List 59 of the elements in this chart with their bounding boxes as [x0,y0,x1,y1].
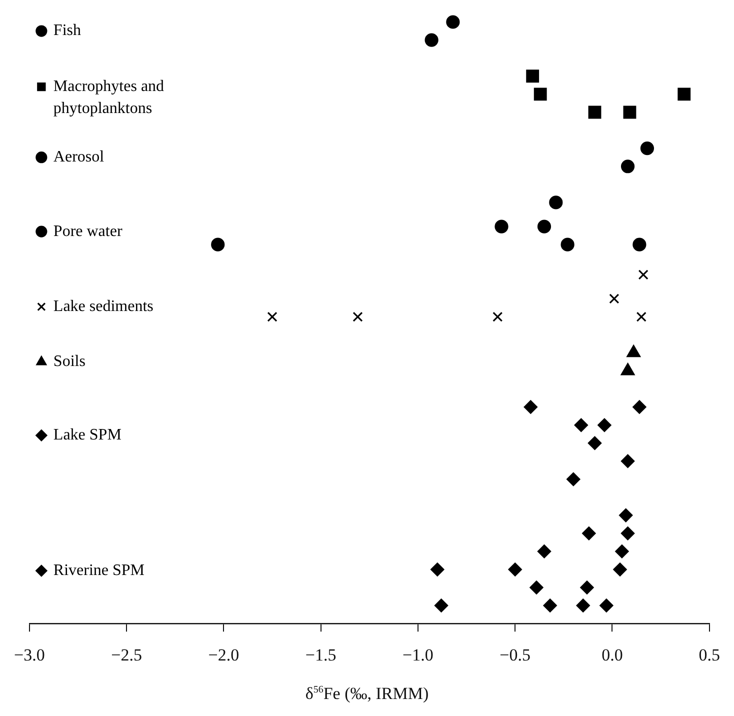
point [446,15,460,29]
point [434,598,448,612]
legend-label: Lake SPM [53,426,122,444]
point [560,238,574,252]
legend-label: Riverine SPM [53,562,145,579]
point [598,418,612,432]
point [580,580,594,594]
point [424,33,438,47]
point [211,238,225,252]
point [549,196,563,210]
point [623,106,636,119]
point [632,400,646,414]
point [640,142,654,156]
point [588,436,602,450]
point [582,526,596,540]
legend-label: Pore water [53,222,123,240]
point [508,562,522,576]
point [609,294,620,304]
point [494,220,508,234]
x-tick-label: −1.5 [305,645,336,664]
point [492,312,503,322]
point [352,312,363,322]
point [576,598,590,612]
x-tick-label: −0.5 [500,645,531,664]
point [534,88,547,101]
point [678,88,691,101]
point [638,270,648,280]
point [526,70,540,83]
point [600,598,614,612]
x-tick-label: 0.5 [698,645,720,664]
point [615,544,629,558]
x-tick-label: −2.0 [208,645,240,664]
x-tick-label: −2.5 [111,645,142,664]
point [588,106,602,119]
legend-label: Fish [53,22,81,40]
point [566,472,580,486]
point [267,312,278,322]
legend-label: Lake sediments [53,298,154,315]
legend-label: Soils [53,353,86,370]
point [530,580,544,594]
x-tick-label: 0.0 [602,645,623,664]
point [537,220,552,234]
x-tick-label: −1.0 [402,645,434,664]
point [543,598,557,612]
point [619,508,633,522]
point [620,454,635,468]
point [537,544,552,558]
point [613,562,627,576]
point [620,160,635,174]
point [636,312,646,322]
x-axis-title: δ$^{56}$Fe (‰, IRMM) [304,684,430,704]
x-tick-label: −3.0 [14,645,45,664]
legend-label: Macrophytes and phytoplanktons [53,78,164,118]
point [620,526,635,540]
point [574,418,588,432]
point [524,400,538,414]
point [632,238,646,252]
legend-label: Aerosol [53,148,105,166]
point [430,562,444,576]
